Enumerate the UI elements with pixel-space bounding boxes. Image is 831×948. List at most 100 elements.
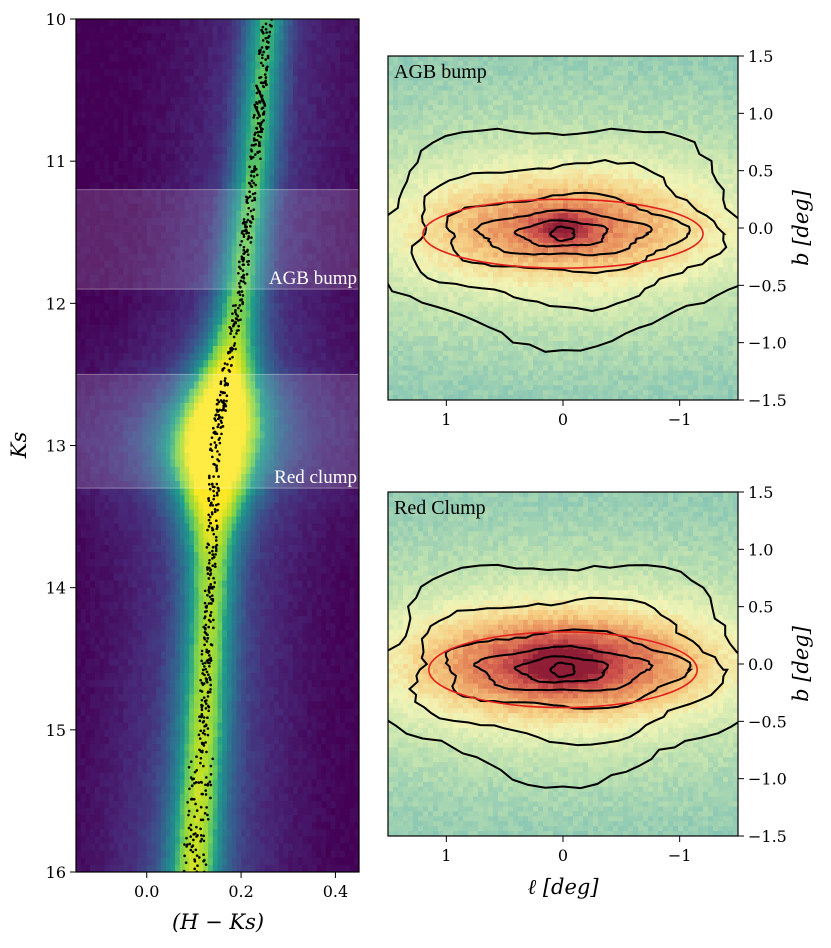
cmd-density-cell [316,459,322,468]
cmd-density-cell [321,417,327,425]
cmd-density-cell [274,353,280,361]
cmd-density-cell [288,516,294,525]
cmd-density-cell [278,161,285,169]
cmd-density-cell [297,502,303,511]
cmd-density-cell [146,82,153,91]
cmd-density-cell [198,303,204,312]
cmd-density-cell [269,289,275,297]
cmd-density-cell [250,246,256,255]
cmd-density-cell [311,552,318,560]
cmd-density-cell [109,466,115,475]
cmd-density-cell [184,374,190,383]
cmd-density-cell [113,182,120,191]
cmd-density-cell [250,19,256,27]
cmd-density-cell [231,168,237,176]
cmd-density-cell [198,189,204,198]
cmd-density-cell [330,19,337,27]
cmd-density-cell [142,537,148,546]
cmd-density-cell [288,54,294,63]
cmd-density-cell [175,40,181,49]
cmd-density-cell [193,445,200,454]
cmd-density-cell [118,324,124,333]
cmd-density-cell [175,274,181,283]
cmd-density-cell [274,317,280,326]
cmd-density-cell [250,488,256,496]
cmd-density-cell [151,175,157,184]
cmd-density-cell [283,182,289,191]
cmd-density-cell [118,338,124,347]
cmd-density-cell [85,516,91,525]
cmd-density-cell [76,139,82,148]
cmd-density-cell [349,168,355,176]
cmd-density-cell [335,388,341,397]
cmd-density-cell [297,260,303,269]
cmd-density-cell [90,360,96,368]
cmd-density-cell [250,481,256,489]
cmd-density-cell [118,189,124,198]
cmd-density-cell [231,452,237,461]
cmd-density-cell [241,146,247,155]
cmd-density-cell [307,154,313,162]
cmd-density-cell [278,175,285,184]
cmd-density-cell [330,118,337,127]
cmd-density-cell [132,445,138,454]
cmd-density-cell [175,566,181,575]
cmd-density-cell [208,367,214,376]
cmd-density-cell [297,445,303,454]
cmd-density-cell [193,559,200,567]
cmd-density-cell [311,395,318,404]
cmd-density-cell [245,601,252,610]
cmd-density-cell [297,203,303,212]
cmd-density-cell [255,26,261,34]
cmd-density-cell [94,274,101,283]
cmd-density-cell [104,61,110,70]
cmd-density-cell [269,473,275,482]
cmd-density-cell [307,104,313,113]
cmd-density-cell [203,19,209,27]
cmd-density-cell [307,601,313,610]
cmd-density-cell [151,559,157,567]
cmd-density-cell [85,303,91,312]
cmd-density-cell [76,452,82,461]
cmd-density-cell [165,516,171,525]
cmd-density-cell [109,552,115,560]
cmd-density-cell [212,303,219,312]
cmd-density-cell [283,402,289,411]
cmd-density-cell [137,417,143,425]
cmd-density-cell [288,452,294,461]
cmd-density-cell [151,189,157,198]
cmd-density-cell [269,47,275,56]
cmd-density-cell [316,196,322,205]
cmd-density-cell [325,424,332,432]
cmd-density-cell [123,47,129,56]
cmd-density-cell [179,75,186,84]
cmd-density-cell [170,587,176,596]
cmd-density-cell [311,424,318,432]
cmd-density-cell [241,68,247,77]
cmd-density-cell [325,417,332,425]
cmd-density-cell [349,47,355,56]
cmd-density-cell [184,182,190,191]
cmd-density-cell [325,132,332,141]
cmd-density-cell [156,537,162,546]
cmd-density-cell [330,182,337,191]
cmd-density-cell [184,161,190,169]
cmd-density-cell [321,175,327,184]
cmd-density-cell [175,19,181,27]
cmd-density-cell [193,260,200,269]
cmd-density-cell [264,303,270,312]
cmd-density-cell [170,317,176,326]
cmd-density-cell [311,19,318,27]
cmd-density-cell [264,345,270,354]
cmd-density-cell [274,104,280,113]
cmd-density-cell [226,232,233,240]
cmd-density-cell [245,537,252,546]
cmd-density-cell [104,502,110,511]
cmd-density-cell [241,111,247,120]
cmd-density-cell [118,210,124,219]
cmd-density-cell [94,424,101,432]
cmd-density-cell [109,54,115,63]
cmd-density-cell [146,19,153,27]
cmd-density-cell [255,139,261,148]
cmd-density-cell [109,168,115,176]
